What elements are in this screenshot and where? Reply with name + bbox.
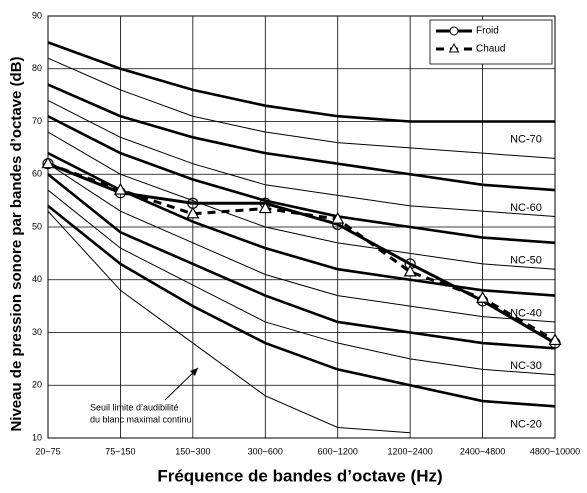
annotation: Seuil limite d’audibilité	[90, 402, 179, 412]
point-marker	[186, 206, 200, 219]
nc-curve	[47, 163, 556, 323]
x-tick-label: 300~600	[248, 446, 283, 456]
y-tick-label: 90	[32, 10, 42, 20]
x-tick-label: 2400~4800	[460, 446, 505, 456]
x-tick-label: 20~75	[35, 446, 60, 456]
nc-label-bg	[508, 253, 544, 268]
y-tick-label: 20	[32, 380, 42, 390]
x-tick-label: 4800~10000	[530, 446, 580, 456]
nc-label: NC-50	[510, 255, 542, 267]
plot-frame	[47, 15, 556, 439]
point-marker	[331, 211, 345, 224]
legend-label: Chaud	[476, 44, 505, 55]
y-tick-label: 50	[32, 221, 42, 231]
y-tick-label: 10	[32, 432, 42, 442]
point-marker	[258, 201, 272, 214]
point-marker	[113, 182, 127, 195]
y-tick-label: 80	[32, 63, 42, 73]
y-axis-title: Niveau de pression sonore par bandes d’o…	[8, 56, 25, 431]
nc-curve	[47, 41, 555, 123]
nc-label: NC-60	[510, 202, 542, 214]
legend-label: Froid	[476, 26, 499, 37]
nc-label-bg	[508, 417, 544, 432]
point-marker	[548, 333, 562, 346]
y-tick-label: 40	[32, 274, 42, 284]
nc-curve	[47, 173, 556, 350]
nc-label: NC-30	[510, 360, 542, 372]
y-tick-label: 60	[32, 169, 42, 179]
annotation-arrowhead	[190, 368, 198, 376]
y-tick-label: 70	[32, 116, 42, 126]
nc-curve	[47, 99, 556, 217]
x-tick-label: 1200~2400	[387, 446, 432, 456]
nc-curve	[47, 115, 556, 245]
point-marker	[403, 264, 417, 277]
nc-label-bg	[508, 201, 544, 216]
nc-curve	[47, 83, 556, 192]
nc-label: NC-20	[510, 418, 542, 430]
x-tick-label: 150~300	[175, 446, 210, 456]
nc-label-bg	[508, 132, 544, 147]
point-marker	[41, 156, 55, 169]
legend-box	[429, 19, 553, 65]
y-tick-label: 30	[32, 327, 42, 337]
nc-label: NC-70	[510, 133, 542, 145]
annotation: du blanc maximal continu	[90, 414, 192, 424]
x-tick-label: 600~1200	[318, 446, 358, 456]
nc-label-bg	[508, 359, 544, 374]
legend-marker	[449, 26, 459, 36]
point-marker	[476, 290, 490, 303]
series-line	[47, 162, 556, 342]
nc-curve	[47, 204, 556, 408]
x-tick-label: 75~150	[105, 446, 135, 456]
nc-curve	[47, 210, 411, 434]
nc-label: NC-40	[510, 307, 542, 319]
nc-curve	[47, 57, 556, 159]
nc-curve	[47, 189, 556, 376]
nc-curve	[47, 131, 556, 270]
x-axis-title: Fréquence de bandes d’octave (Hz)	[157, 466, 442, 485]
legend-marker	[448, 42, 460, 53]
